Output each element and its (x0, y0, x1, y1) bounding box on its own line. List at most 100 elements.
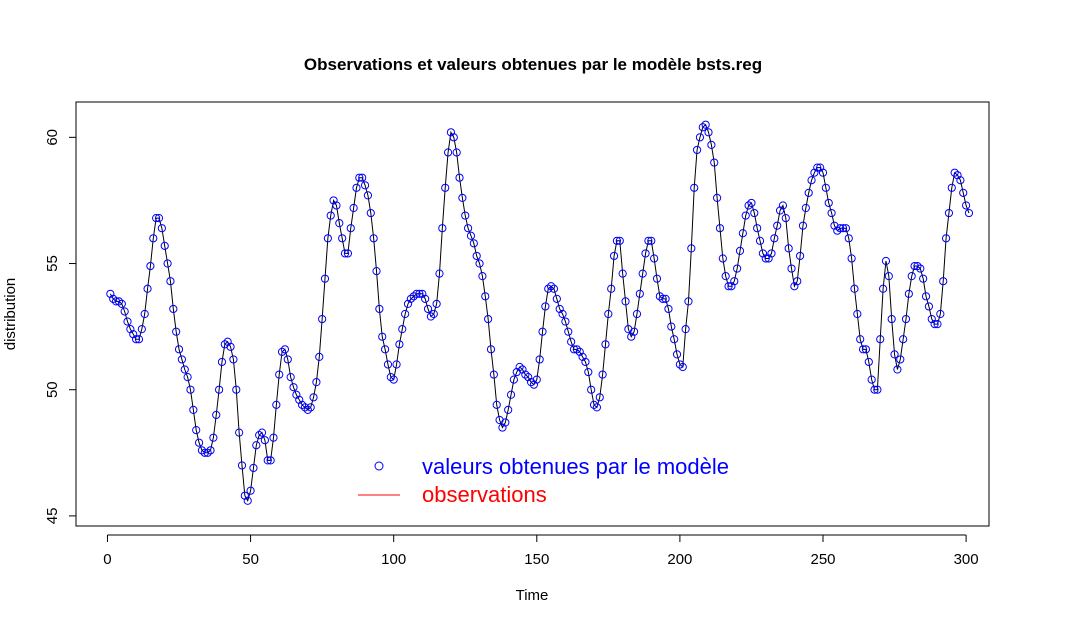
fitted-point (192, 426, 201, 435)
fitted-point (426, 312, 435, 321)
fitted-point (338, 234, 347, 243)
fitted-point (867, 375, 876, 384)
fitted-point (718, 254, 727, 263)
fitted-point (764, 254, 773, 263)
fitted-point (847, 254, 856, 263)
fitted-point (323, 234, 332, 243)
fitted-point (378, 332, 387, 341)
fitted-point (114, 297, 124, 306)
fitted-point (870, 385, 879, 394)
fitted-point (767, 249, 776, 258)
fitted-point (684, 297, 693, 306)
fitted-point (435, 269, 444, 278)
fitted-point (853, 309, 862, 319)
fitted-point (355, 173, 364, 182)
fitted-point (627, 332, 636, 341)
fitted-point (226, 342, 235, 351)
fitted-point (710, 158, 719, 167)
fitted-point (589, 400, 599, 409)
fitted-point (927, 314, 936, 324)
fitted-point (412, 289, 421, 298)
fitted-point (824, 198, 833, 208)
fitted-point (547, 282, 556, 291)
fitted-point (796, 251, 805, 261)
fitted-point (635, 289, 644, 298)
fitted-point (652, 274, 662, 283)
fitted-point (229, 355, 238, 364)
fitted-point (235, 428, 244, 437)
fitted-point (252, 441, 261, 450)
fitted-point (887, 314, 896, 324)
legend-marker-fitted (374, 461, 384, 471)
fitted-point (555, 304, 564, 314)
fitted-point (575, 347, 584, 356)
fitted-point (919, 274, 928, 283)
fitted-point (486, 345, 496, 354)
fitted-point (326, 211, 335, 220)
fitted-point (741, 211, 750, 220)
fitted-point (861, 345, 871, 354)
fitted-point (644, 236, 653, 245)
fitted-point (403, 299, 413, 308)
fitted-point (813, 163, 822, 172)
fitted-point (209, 433, 218, 442)
fitted-point (249, 463, 258, 473)
fitted-point (143, 284, 152, 293)
fitted-point (890, 350, 899, 359)
fitted-point (455, 173, 464, 182)
fitted-point (535, 355, 544, 364)
fitted-point (277, 347, 287, 356)
fitted-point (352, 183, 361, 192)
y-axis-label: distribution (2, 278, 19, 351)
fitted-point (395, 340, 404, 349)
fitted-point (864, 357, 873, 367)
fitted-point (289, 383, 298, 392)
fitted-point (578, 352, 587, 361)
fitted-point (953, 171, 962, 180)
fitted-point (389, 375, 398, 384)
fitted-point (132, 335, 141, 344)
fitted-point (770, 234, 779, 243)
fitted-point (106, 289, 115, 298)
fitted-point (246, 486, 255, 495)
y-axis: 45 50 55 60 (44, 129, 77, 524)
fitted-point (366, 208, 375, 218)
fitted-point (738, 229, 747, 238)
fitted-point (816, 163, 825, 172)
fitted-point (309, 393, 318, 402)
fitted-point (913, 261, 922, 271)
fitted-point (154, 214, 164, 223)
fitted-point (615, 236, 624, 245)
fitted-point (733, 264, 742, 273)
fitted-point (152, 214, 161, 223)
fitted-point (509, 375, 519, 384)
fitted-point (638, 269, 647, 278)
fitted-point (670, 335, 679, 344)
fitted-point (592, 403, 602, 412)
fitted-point (146, 261, 155, 271)
fitted-point (215, 385, 224, 394)
fitted-point (506, 390, 516, 399)
fitted-point (129, 330, 138, 339)
fitted-point (206, 446, 215, 455)
fitted-point (177, 355, 186, 364)
fitted-point (541, 302, 550, 311)
x-tick-label: 300 (954, 551, 979, 568)
fitted-point (959, 188, 968, 197)
fitted-point (939, 277, 948, 286)
fitted-point (964, 208, 974, 218)
fitted-point (343, 249, 352, 258)
fitted-point (564, 327, 573, 336)
x-tick-label: 250 (810, 551, 835, 568)
fitted-point (406, 294, 415, 303)
fitted-point (827, 208, 836, 218)
fitted-point (647, 236, 656, 245)
fitted-point (598, 370, 607, 379)
fitted-point (469, 239, 478, 248)
x-tick-label: 50 (242, 551, 259, 568)
y-tick-label: 55 (44, 255, 61, 272)
fitted-point (941, 234, 951, 243)
fitted-point (464, 224, 473, 233)
fitted-point (172, 327, 181, 336)
fitted-point (398, 325, 407, 334)
